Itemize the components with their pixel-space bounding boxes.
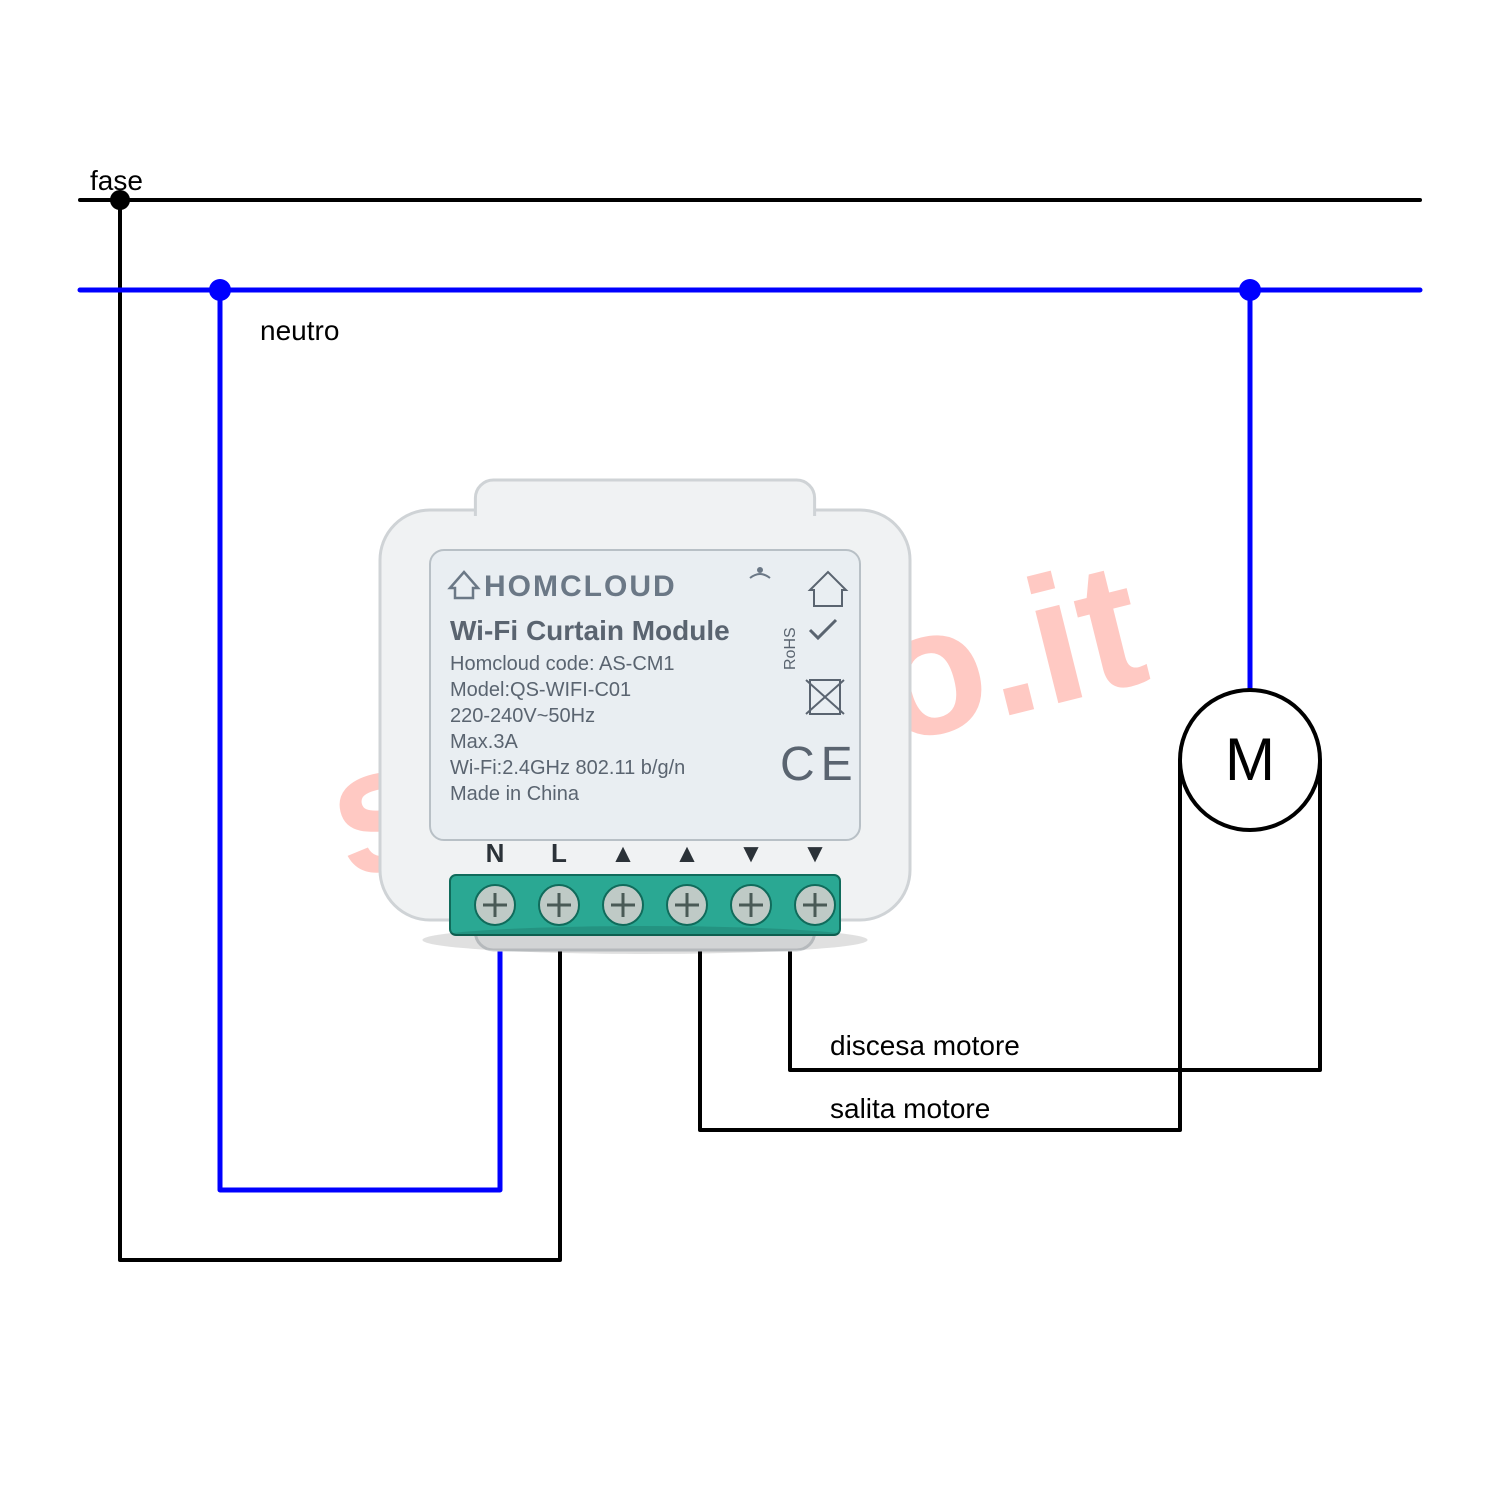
label-salita: salita motore xyxy=(830,1093,990,1124)
brand: HOMCLOUD xyxy=(484,570,677,603)
motor-symbol: M xyxy=(1180,690,1320,830)
node-neutro_dot2 xyxy=(1239,279,1261,301)
module-spec-line: Model:QS-WIFI-C01 xyxy=(450,679,631,701)
module-title: Wi-Fi Curtain Module xyxy=(450,615,730,646)
wifi-module: HOMCLOUD Wi-Fi Curtain Module Homcloud cod… xyxy=(380,480,910,954)
terminal-label: ▲ xyxy=(674,838,700,868)
label-fase: fase xyxy=(90,165,143,196)
module-spec-line: Wi-Fi:2.4GHz 802.11 b/g/n xyxy=(450,757,685,779)
terminal-label: ▼ xyxy=(738,838,764,868)
module-spec-line: 220-240V~50Hz xyxy=(450,705,595,727)
motor-label: M xyxy=(1225,726,1275,793)
module-spec-line: Homcloud code: AS-CM1 xyxy=(450,653,675,675)
terminal-label: L xyxy=(551,838,567,868)
module-spec-line: Max.3A xyxy=(450,731,518,753)
node-neutro_dot1 xyxy=(209,279,231,301)
ce-mark: CE xyxy=(780,738,859,791)
terminal-label: ▼ xyxy=(802,838,828,868)
module-spec-line: Made in China xyxy=(450,783,580,805)
terminal-label: N xyxy=(486,838,505,868)
terminal-label: ▲ xyxy=(610,838,636,868)
rohs-mark: RoHS xyxy=(782,627,799,670)
label-discesa: discesa motore xyxy=(830,1030,1020,1061)
label-neutro: neutro xyxy=(260,315,339,346)
